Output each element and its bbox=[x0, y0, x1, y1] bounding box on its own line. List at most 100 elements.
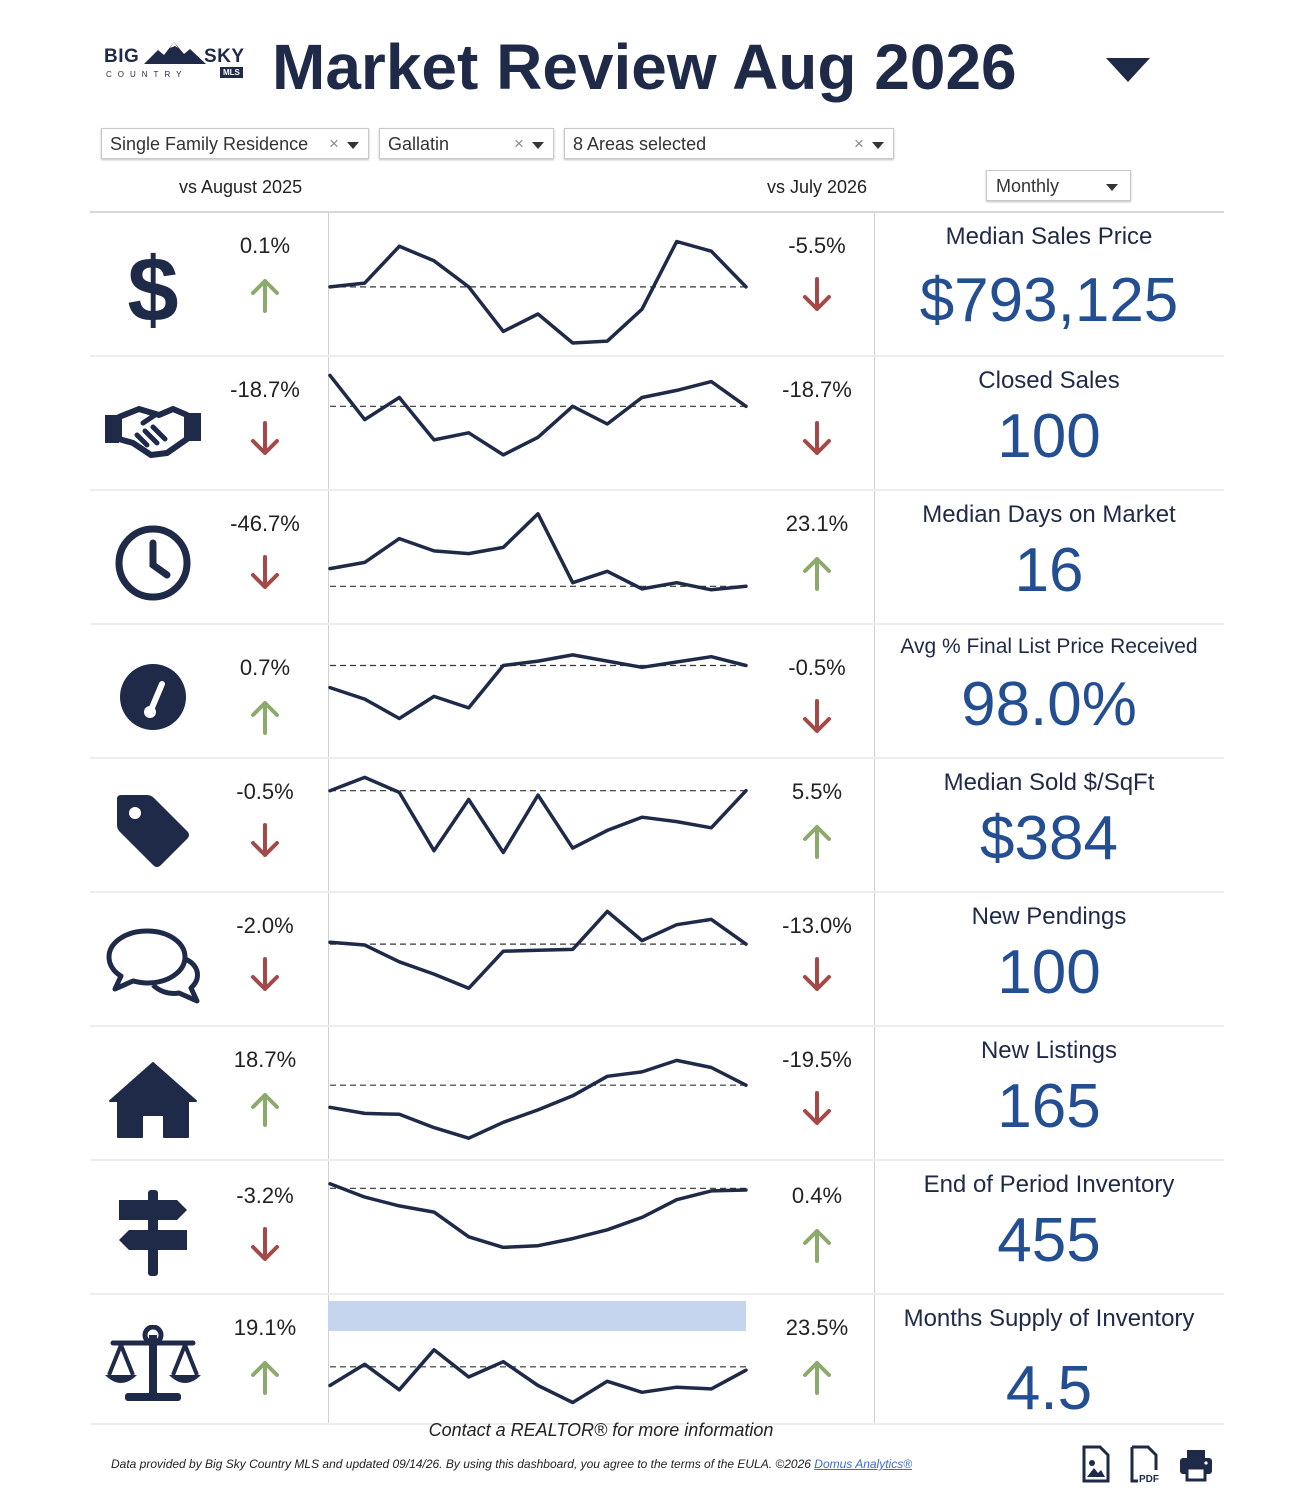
arrow-up-icon bbox=[251, 1361, 279, 1395]
mom-direction bbox=[797, 275, 837, 315]
value-column-divider bbox=[874, 213, 875, 1425]
mom-direction bbox=[797, 1225, 837, 1265]
metric-value: 455 bbox=[997, 1206, 1101, 1275]
page-title: Market Review Aug 2026 bbox=[272, 31, 1017, 103]
county-filter[interactable]: Gallatin × bbox=[379, 128, 554, 159]
metric-value: 98.0% bbox=[961, 670, 1137, 739]
mom-change: 23.5% bbox=[785, 1315, 849, 1340]
metric-value: 100 bbox=[997, 402, 1101, 471]
sparkline-highlight-band bbox=[328, 1301, 746, 1331]
period-select[interactable]: Monthly bbox=[986, 170, 1131, 201]
arrow-up-icon bbox=[251, 1093, 279, 1127]
metric-row: -2.0% -13.0% New Pendings 100 bbox=[90, 893, 1224, 1027]
balance-scale-icon bbox=[100, 1312, 205, 1417]
areas-filter[interactable]: 8 Areas selected × bbox=[564, 128, 894, 159]
svg-text:PDF: PDF bbox=[1139, 1474, 1159, 1484]
gauge-icon bbox=[100, 644, 205, 749]
sparkline-series bbox=[328, 1058, 748, 1140]
property-type-filter[interactable]: Single Family Residence × bbox=[101, 128, 369, 159]
yoy-change: -3.2% bbox=[236, 1183, 294, 1208]
sparkline-series bbox=[328, 775, 748, 855]
yoy-direction bbox=[245, 553, 285, 593]
chevron-down-icon[interactable] bbox=[872, 142, 884, 149]
big-sky-country-mls-logo: BIG SKY COUNTRY MLS bbox=[104, 38, 254, 88]
yoy-change: 0.1% bbox=[239, 233, 291, 258]
chevron-down-icon[interactable] bbox=[532, 142, 544, 149]
yoy-change: 19.1% bbox=[233, 1315, 297, 1340]
domus-analytics-link[interactable]: Domus Analytics® bbox=[814, 1457, 913, 1471]
image-download-icon[interactable] bbox=[1078, 1444, 1114, 1484]
metric-label: New Listings bbox=[980, 1037, 1118, 1064]
chevron-down-icon[interactable] bbox=[1106, 184, 1118, 191]
metric-value: $384 bbox=[980, 804, 1118, 873]
metric-row: -3.2% 0.4% End of Period Inventory 455 bbox=[90, 1161, 1224, 1295]
metric-value: 4.5 bbox=[1005, 1354, 1093, 1423]
yoy-change: -2.0% bbox=[236, 913, 294, 938]
mom-change: 23.1% bbox=[785, 511, 849, 536]
metric-value: 165 bbox=[997, 1072, 1101, 1141]
arrow-down-icon bbox=[251, 421, 279, 455]
arrow-up-icon bbox=[251, 701, 279, 735]
arrow-down-icon bbox=[251, 555, 279, 589]
period-dropdown-caret[interactable] bbox=[1106, 58, 1150, 82]
metric-row: -46.7% 23.1% Median Days on Market 16 bbox=[90, 491, 1224, 625]
chat-bubbles-icon bbox=[100, 912, 205, 1017]
print-icon[interactable] bbox=[1178, 1444, 1214, 1484]
sparkline-series bbox=[328, 373, 748, 457]
mom-direction bbox=[797, 419, 837, 459]
yoy-change: -18.7% bbox=[230, 377, 300, 402]
metric-row: -0.5% 5.5% Median Sold $/SqFt $384 bbox=[90, 759, 1224, 893]
mom-change: 0.4% bbox=[791, 1183, 843, 1208]
sparkline-chart bbox=[328, 512, 748, 592]
sparkline-chart bbox=[328, 373, 748, 457]
metric-label: Months Supply of Inventory bbox=[903, 1305, 1195, 1332]
mom-direction bbox=[797, 1357, 837, 1397]
arrow-down-icon bbox=[803, 1091, 831, 1125]
sparkline-left-divider bbox=[328, 213, 329, 1425]
sparkline-series bbox=[328, 1348, 748, 1405]
yoy-direction bbox=[245, 697, 285, 737]
yoy-column-label: vs August 2025 bbox=[179, 177, 303, 197]
sparkline-series bbox=[328, 909, 748, 991]
arrow-down-icon bbox=[251, 823, 279, 857]
metric-row: 0.7% -0.5% Avg % Final List Price Received… bbox=[90, 625, 1224, 759]
mom-change: -5.5% bbox=[788, 233, 846, 258]
mom-change: -0.5% bbox=[788, 655, 846, 680]
arrow-up-icon bbox=[803, 1361, 831, 1395]
metric-label: Median Days on Market bbox=[922, 501, 1176, 528]
sparkline-chart bbox=[328, 1182, 748, 1250]
mom-change: -19.5% bbox=[782, 1047, 852, 1072]
clear-icon[interactable]: × bbox=[514, 134, 524, 153]
clock-icon bbox=[100, 510, 205, 615]
metric-row: 18.7% -19.5% New Listings 165 bbox=[90, 1027, 1224, 1161]
sparkline-chart bbox=[328, 909, 748, 991]
metric-value: 100 bbox=[997, 938, 1101, 1007]
mom-change: -18.7% bbox=[782, 377, 852, 402]
arrow-up-icon bbox=[803, 557, 831, 591]
metric-label: Avg % Final List Price Received bbox=[900, 635, 1198, 658]
mom-direction bbox=[797, 697, 837, 737]
arrow-down-icon bbox=[803, 277, 831, 311]
mom-direction bbox=[797, 553, 837, 593]
pdf-download-icon[interactable]: PDF bbox=[1128, 1444, 1164, 1484]
yoy-direction bbox=[245, 1357, 285, 1397]
header: BIG SKY COUNTRY MLS Market Review Aug 20… bbox=[0, 0, 1292, 120]
eula-link[interactable]: EULA bbox=[737, 1457, 769, 1471]
yoy-direction bbox=[245, 419, 285, 459]
metric-row: 19.1% 23.5% Months Supply of Inventory 4.5 bbox=[90, 1295, 1224, 1425]
sparkline-chart bbox=[328, 239, 748, 345]
metric-label: Closed Sales bbox=[978, 367, 1120, 394]
metric-label: Median Sold $/SqFt bbox=[943, 769, 1155, 796]
yoy-direction bbox=[245, 821, 285, 861]
metric-row: -18.7% -18.7% Closed Sales 100 bbox=[90, 357, 1224, 491]
arrow-up-icon bbox=[803, 825, 831, 859]
yoy-change: 0.7% bbox=[239, 655, 291, 680]
mom-direction bbox=[797, 1089, 837, 1129]
handshake-icon bbox=[100, 376, 205, 481]
clear-icon[interactable]: × bbox=[329, 134, 339, 153]
dollar-icon: $ bbox=[100, 237, 205, 342]
clear-icon[interactable]: × bbox=[854, 134, 864, 153]
chevron-down-icon[interactable] bbox=[347, 142, 359, 149]
contact-message: Contact a REALTOR® for more information bbox=[428, 1420, 774, 1440]
sparkline-chart bbox=[328, 653, 748, 721]
